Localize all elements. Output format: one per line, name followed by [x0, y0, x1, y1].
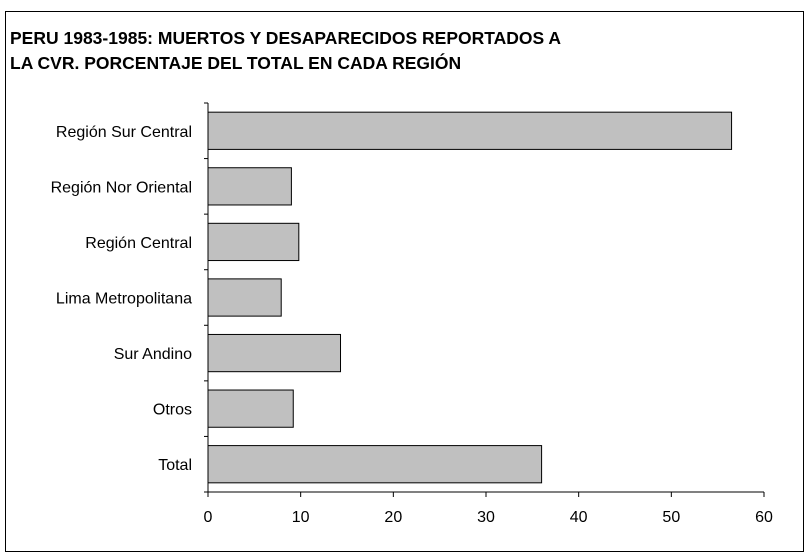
bar	[207, 111, 733, 150]
category-label: Otros	[153, 402, 192, 419]
bars-layer	[207, 111, 733, 484]
x-tick-label: 50	[662, 509, 680, 526]
x-tick-label: 30	[477, 509, 495, 526]
x-tick-label: 40	[570, 509, 588, 526]
category-label: Región Central	[85, 235, 192, 252]
bar	[207, 278, 282, 317]
x-tick-label: 60	[755, 509, 773, 526]
category-label: Total	[158, 457, 192, 474]
category-label: Región Nor Oriental	[51, 179, 192, 196]
category-label: Lima Metropolitana	[56, 291, 192, 308]
bar	[207, 389, 294, 428]
chart-title: PERU 1983-1985: MUERTOS Y DESAPARECIDOS …	[10, 28, 562, 73]
category-label: Región Sur Central	[56, 124, 192, 141]
x-tick-label: 0	[204, 509, 213, 526]
bar	[207, 333, 342, 373]
labels-layer: Región Sur Central Región Nor Oriental Reg…	[51, 124, 773, 526]
axes-layer	[204, 102, 765, 497]
category-label: Sur Andino	[114, 346, 192, 363]
x-tick-label: 10	[292, 509, 310, 526]
bar	[207, 445, 543, 484]
bar	[207, 222, 300, 262]
bar	[207, 167, 292, 206]
x-tick-label: 20	[384, 509, 402, 526]
